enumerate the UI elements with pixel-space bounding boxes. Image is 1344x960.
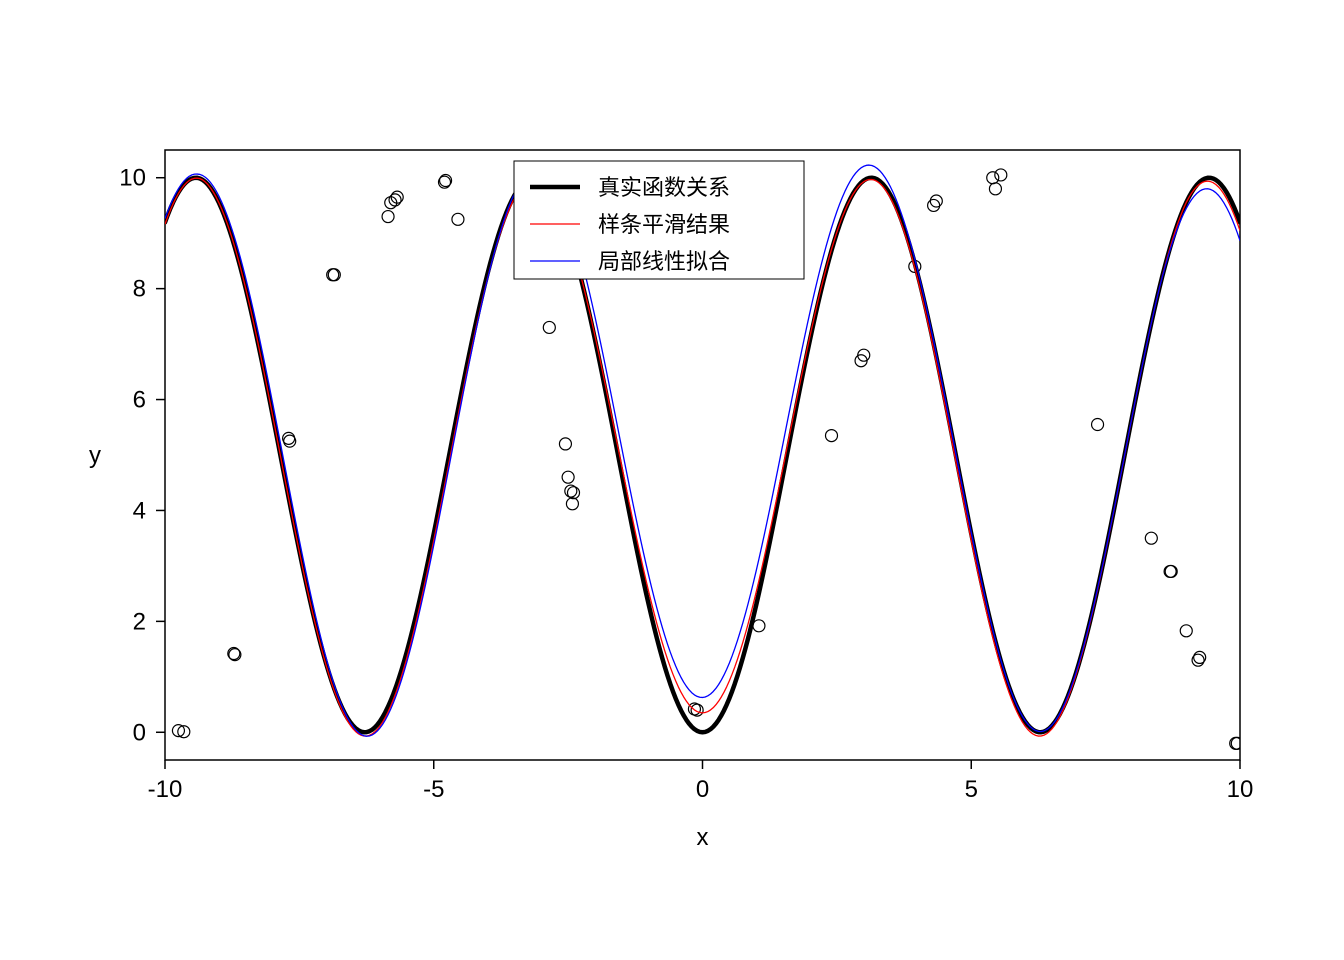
- scatter-point: [566, 498, 578, 510]
- scatter-point: [1231, 737, 1243, 749]
- scatter-point: [382, 211, 394, 223]
- scatter-point: [1164, 565, 1176, 577]
- scatter-point: [987, 172, 999, 184]
- y-tick-label: 2: [133, 608, 146, 635]
- legend-label: 真实函数关系: [598, 175, 730, 200]
- scatter-point: [995, 169, 1007, 181]
- y-axis-label: y: [89, 442, 101, 469]
- scatter-point: [930, 195, 942, 207]
- scatter-point: [1180, 625, 1192, 637]
- x-tick-label: -5: [423, 776, 444, 803]
- chart-container: -10 -5 0 5 10 0 2 4 6 8 10 x y 真实函数关系样条平滑结果局部线性拟合: [0, 0, 1344, 960]
- y-tick-label: 6: [133, 387, 146, 414]
- scatter-point: [1145, 532, 1157, 544]
- legend-label: 局部线性拟合: [598, 249, 730, 274]
- scatter-point: [559, 438, 571, 450]
- x-tick-label: 0: [696, 776, 709, 803]
- y-tick-label: 8: [133, 276, 146, 303]
- scatter-point: [543, 321, 555, 333]
- x-tick-label: 10: [1227, 776, 1254, 803]
- chart-svg: -10 -5 0 5 10 0 2 4 6 8 10 x y 真实函数关系样条平滑结果局部线性拟合: [0, 0, 1344, 960]
- scatter-point: [928, 199, 940, 211]
- scatter-point: [1165, 565, 1177, 577]
- x-axis-label: x: [697, 824, 709, 851]
- scatter-point: [1092, 419, 1104, 431]
- scatter-point: [562, 471, 574, 483]
- scatter-point: [753, 620, 765, 632]
- y-tick-label: 10: [119, 165, 146, 192]
- scatter-point: [826, 430, 838, 442]
- scatter-point: [452, 213, 464, 225]
- scatter-point: [989, 183, 1001, 195]
- y-tick-label: 4: [133, 497, 146, 524]
- x-tick-label: -10: [148, 776, 183, 803]
- x-tick-label: 5: [965, 776, 978, 803]
- y-tick-label: 0: [133, 719, 146, 746]
- legend-label: 样条平滑结果: [598, 212, 730, 237]
